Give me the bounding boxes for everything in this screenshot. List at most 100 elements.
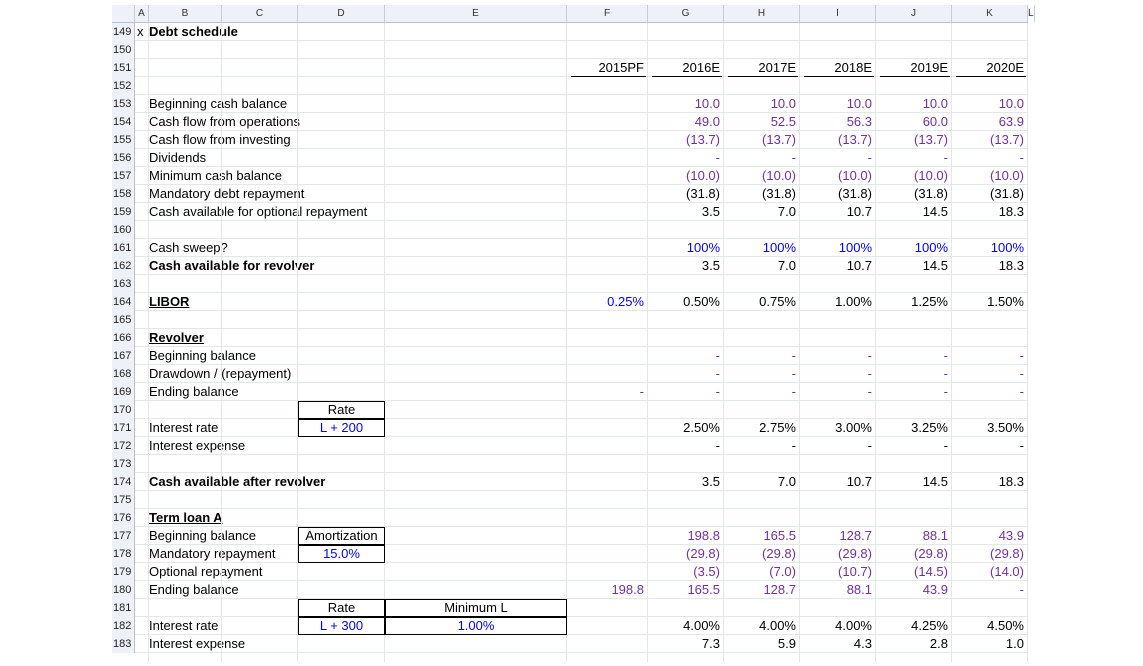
cell-g177[interactable]: 198.8 — [687, 528, 720, 543]
cell-h183[interactable]: 5.9 — [777, 636, 796, 651]
cell-k171[interactable]: 3.50% — [987, 420, 1024, 435]
cell-j158[interactable]: (31.8) — [914, 186, 948, 201]
row-label-166[interactable]: Revolver — [149, 330, 204, 345]
row-header-160[interactable]: 160 — [112, 221, 135, 239]
cell-k155[interactable]: (13.7) — [990, 132, 1024, 147]
cell-k161[interactable]: 100% — [990, 240, 1024, 255]
cell-h180[interactable]: 128.7 — [763, 582, 796, 597]
row-header-182[interactable]: 182 — [112, 617, 135, 635]
row-header-163[interactable]: 163 — [112, 275, 135, 293]
row-header-172[interactable]: 172 — [112, 437, 135, 455]
tla-rate-header[interactable]: Rate — [298, 599, 385, 617]
cell-j159[interactable]: 14.5 — [922, 204, 948, 219]
row-header-156[interactable]: 156 — [112, 149, 135, 167]
cell-h156[interactable]: - — [791, 150, 796, 165]
cell-g180[interactable]: 165.5 — [687, 582, 720, 597]
cell-h169[interactable]: - — [791, 384, 796, 399]
row-header-180[interactable]: 180 — [112, 581, 135, 599]
row-label-159[interactable]: Cash available for optional repayment — [149, 204, 368, 219]
row-header-161[interactable]: 161 — [112, 239, 135, 257]
cell-j177[interactable]: 88.1 — [922, 528, 948, 543]
column-header-i[interactable]: I — [800, 5, 876, 22]
cell-g167[interactable]: - — [715, 348, 720, 363]
row-header-167[interactable]: 167 — [112, 347, 135, 365]
cell-i171[interactable]: 3.00% — [835, 420, 872, 435]
cell-g156[interactable]: - — [715, 150, 720, 165]
row-header-170[interactable]: 170 — [112, 401, 135, 419]
row-header-165[interactable]: 165 — [112, 311, 135, 329]
cell-j153[interactable]: 10.0 — [922, 96, 948, 111]
row-label-156[interactable]: Dividends — [149, 150, 207, 165]
cell-j157[interactable]: (10.0) — [914, 168, 948, 183]
cell-k177[interactable]: 43.9 — [998, 528, 1024, 543]
cell-h158[interactable]: (31.8) — [762, 186, 796, 201]
revolver-rate-input[interactable]: L + 200 — [298, 419, 385, 437]
cell-k162[interactable]: 18.3 — [998, 258, 1024, 273]
cell-k157[interactable]: (10.0) — [990, 168, 1024, 183]
column-header-b[interactable]: B — [149, 5, 222, 22]
tla-rate-input[interactable]: L + 300 — [298, 617, 385, 635]
row-header-183[interactable]: 183 — [112, 635, 135, 653]
row-header-181[interactable]: 181 — [112, 599, 135, 617]
column-header-e[interactable]: E — [385, 5, 567, 22]
row-label-183[interactable]: Interest expense — [149, 636, 246, 651]
cell-j167[interactable]: - — [943, 348, 948, 363]
row-header-155[interactable]: 155 — [112, 131, 135, 149]
cell-i157[interactable]: (10.0) — [838, 168, 872, 183]
tla-minimum-header[interactable]: Minimum L — [385, 599, 567, 617]
cell-i168[interactable]: - — [867, 366, 872, 381]
cell-i162[interactable]: 10.7 — [846, 258, 872, 273]
cell-k179[interactable]: (14.0) — [990, 564, 1024, 579]
cell-g182[interactable]: 4.00% — [683, 618, 720, 633]
row-header-153[interactable]: 153 — [112, 95, 135, 113]
row-label-169[interactable]: Ending balance — [149, 384, 239, 399]
cell-i159[interactable]: 10.7 — [846, 204, 872, 219]
cell-j156[interactable]: - — [943, 150, 948, 165]
row-label-174[interactable]: Cash available after revolver — [149, 474, 326, 489]
cell-i167[interactable]: - — [867, 348, 872, 363]
cell-i161[interactable]: 100% — [838, 240, 872, 255]
cell-g159[interactable]: 3.5 — [701, 204, 720, 219]
row-header-150[interactable]: 150 — [112, 41, 135, 59]
cell-g155[interactable]: (13.7) — [686, 132, 720, 147]
cell-g172[interactable]: - — [715, 438, 720, 453]
cell-j162[interactable]: 14.5 — [922, 258, 948, 273]
column-header-l[interactable]: L — [1028, 5, 1035, 22]
cell-g153[interactable]: 10.0 — [694, 96, 720, 111]
cell-j155[interactable]: (13.7) — [914, 132, 948, 147]
row-header-149[interactable]: 149 — [112, 23, 135, 41]
column-header-j[interactable]: J — [876, 5, 952, 22]
cell-g161[interactable]: 100% — [686, 240, 720, 255]
row-label-182[interactable]: Interest rate — [149, 618, 219, 633]
cell-i158[interactable]: (31.8) — [838, 186, 872, 201]
cell-g178[interactable]: (29.8) — [686, 546, 720, 561]
cell-j172[interactable]: - — [943, 438, 948, 453]
cell-j154[interactable]: 60.0 — [922, 114, 948, 129]
cell-g162[interactable]: 3.5 — [701, 258, 720, 273]
year-header-2015pf[interactable]: 2015PF — [598, 60, 644, 75]
row-label-180[interactable]: Ending balance — [149, 582, 239, 597]
cell-g183[interactable]: 7.3 — [701, 636, 720, 651]
column-header-a[interactable]: A — [135, 5, 149, 22]
row-label-168[interactable]: Drawdown / (repayment) — [149, 366, 292, 381]
cell-h167[interactable]: - — [791, 348, 796, 363]
row-label-161[interactable]: Cash sweep? — [149, 240, 228, 255]
cell-h159[interactable]: 7.0 — [777, 204, 796, 219]
cell-k153[interactable]: 10.0 — [998, 96, 1024, 111]
cell-g157[interactable]: (10.0) — [686, 168, 720, 183]
year-header-2017e[interactable]: 2017E — [758, 60, 796, 75]
cell-i177[interactable]: 128.7 — [839, 528, 872, 543]
row-header-169[interactable]: 169 — [112, 383, 135, 401]
cell-i164[interactable]: 1.00% — [835, 294, 872, 309]
cell-j179[interactable]: (14.5) — [914, 564, 948, 579]
cell-j169[interactable]: - — [943, 384, 948, 399]
cell-g174[interactable]: 3.5 — [701, 474, 720, 489]
cell-k172[interactable]: - — [1019, 438, 1024, 453]
cell-h174[interactable]: 7.0 — [777, 474, 796, 489]
cell-k158[interactable]: (31.8) — [990, 186, 1024, 201]
row-header-164[interactable]: 164 — [112, 293, 135, 311]
cell-g179[interactable]: (3.5) — [693, 564, 720, 579]
cell-i169[interactable]: - — [867, 384, 872, 399]
cell-k182[interactable]: 4.50% — [987, 618, 1024, 633]
row-header-158[interactable]: 158 — [112, 185, 135, 203]
